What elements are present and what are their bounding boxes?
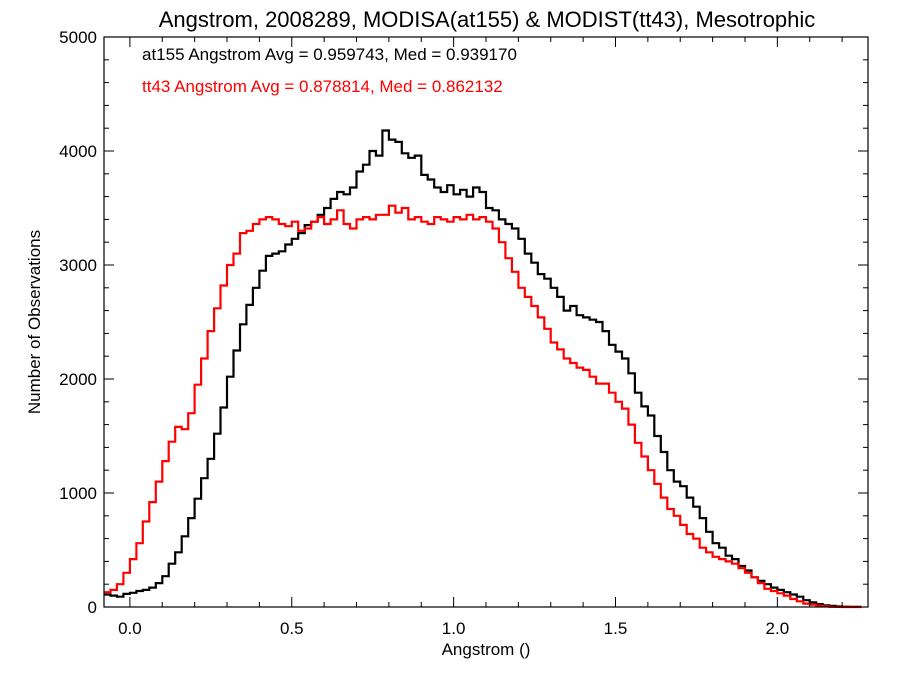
x-axis-label: Angstrom () bbox=[442, 640, 531, 659]
y-tick-label: 1000 bbox=[59, 484, 97, 503]
plot-frame bbox=[103, 36, 869, 608]
plot-area bbox=[104, 129, 862, 609]
y-tick-label: 2000 bbox=[59, 370, 97, 389]
series-line-tt43 bbox=[104, 204, 862, 609]
series-line-at155 bbox=[104, 129, 862, 608]
y-axis: 0 1000 2000 3000 4000 5000 bbox=[59, 28, 868, 617]
x-tick-label: 0.5 bbox=[280, 619, 304, 638]
y-axis-label: Number of Observations bbox=[25, 230, 44, 414]
x-tick-label: 1.0 bbox=[442, 619, 466, 638]
chart-title: Angstrom, 2008289, MODISA(at155) & MODIS… bbox=[159, 7, 816, 32]
x-axis: 0.0 0.5 1.0 1.5 2.0 bbox=[118, 37, 843, 638]
x-tick-label: 0.0 bbox=[118, 619, 142, 638]
y-tick-label: 5000 bbox=[59, 28, 97, 47]
legend-annotation-at155: at155 Angstrom Avg = 0.959743, Med = 0.9… bbox=[142, 45, 517, 64]
y-tick-label: 4000 bbox=[59, 142, 97, 161]
y-tick-label: 0 bbox=[88, 598, 97, 617]
legend-annotation-tt43: tt43 Angstrom Avg = 0.878814, Med = 0.86… bbox=[142, 77, 503, 96]
y-tick-label: 3000 bbox=[59, 256, 97, 275]
x-tick-label: 1.5 bbox=[604, 619, 628, 638]
x-tick-label: 2.0 bbox=[766, 619, 790, 638]
